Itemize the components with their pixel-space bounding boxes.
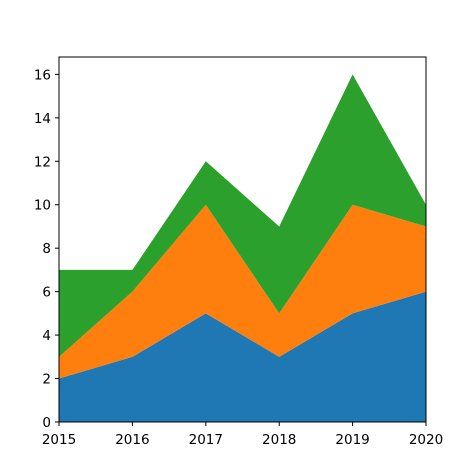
y-tick-label: 14 [34,111,51,127]
x-axis: 2015 2016 2017 2018 2019 2020 [42,422,443,448]
x-tick-label: 2015 [42,432,76,448]
y-tick-label: 4 [42,328,51,344]
y-tick-label: 8 [42,241,51,257]
area-series-group [59,74,426,422]
x-tick-label: 2017 [189,432,223,448]
x-tick-label: 2019 [335,432,369,448]
area-series-1 [59,291,426,422]
x-tick-label: 2020 [409,432,443,448]
y-tick-label: 10 [34,198,51,214]
y-axis: 0 2 4 6 8 10 12 14 16 [34,67,59,431]
y-tick-label: 12 [34,154,51,170]
area-series-3 [59,74,426,357]
x-tick-label: 2018 [262,432,296,448]
y-tick-label: 2 [42,372,51,388]
area-series-2 [59,204,426,379]
y-tick-label: 6 [42,285,51,301]
y-tick-label: 0 [42,415,51,431]
x-tick-label: 2016 [115,432,149,448]
plot-frame [58,56,427,423]
y-tick-label: 16 [34,67,51,83]
